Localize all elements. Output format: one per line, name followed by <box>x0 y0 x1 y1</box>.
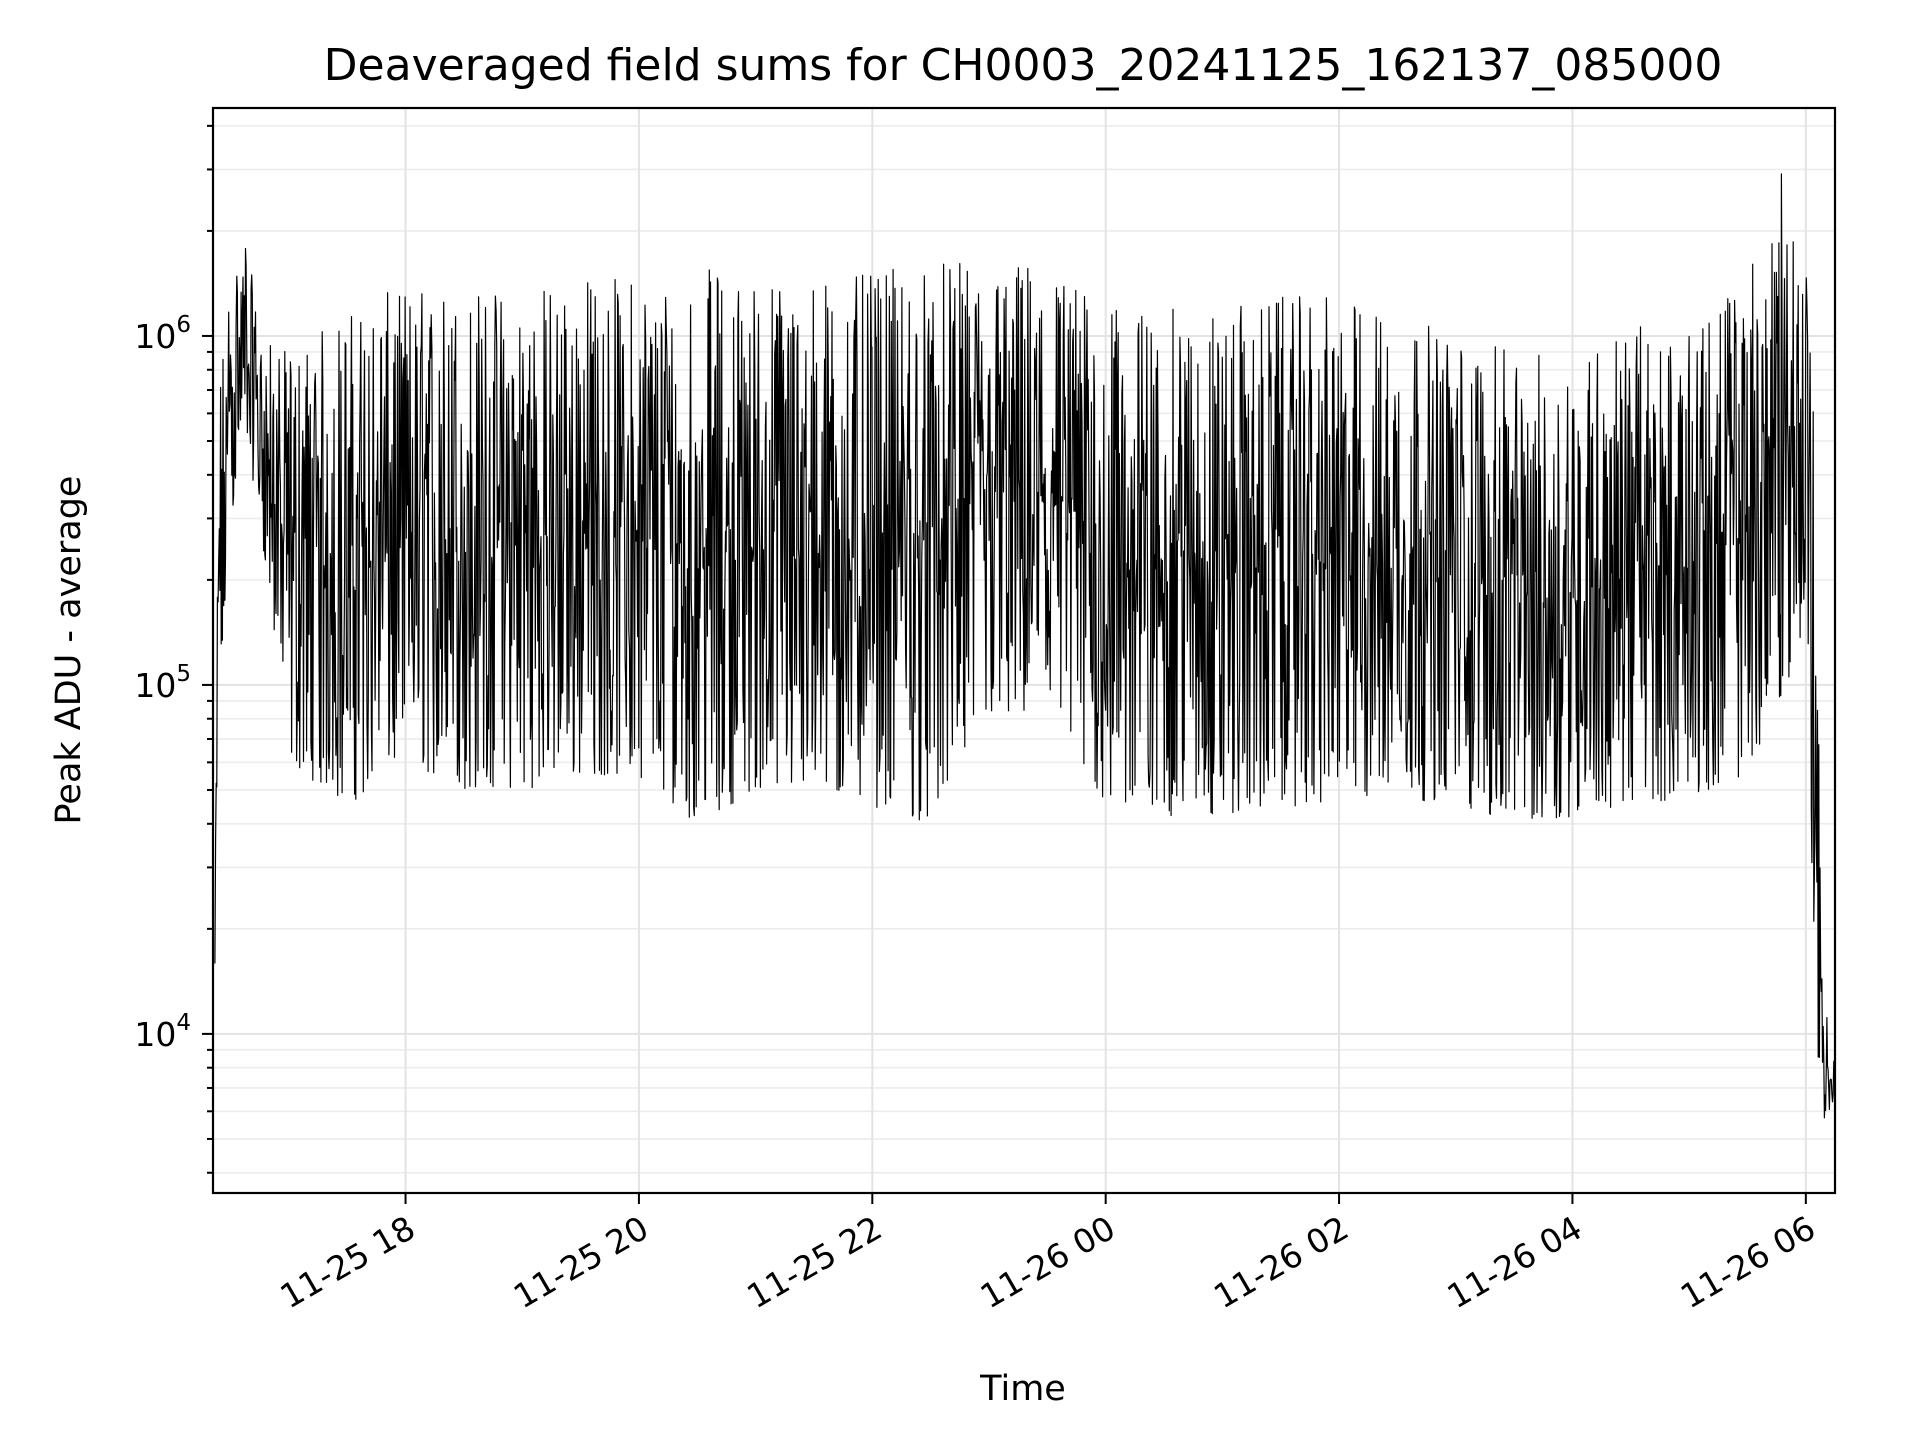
y-axis: 104 105 106 <box>134 124 213 1174</box>
series-line <box>214 173 1836 1119</box>
y-axis-label: Peak ADU - average <box>49 476 89 825</box>
y-tick-label: 106 <box>134 312 191 356</box>
y-tick-label: 104 <box>134 1010 191 1054</box>
y-tick-label: 105 <box>134 661 191 705</box>
chart-title: Deaveraged field sums for CH0003_2024112… <box>324 40 1723 91</box>
grid <box>213 108 1835 1193</box>
x-axis-label: Time <box>979 1369 1066 1409</box>
data-series <box>214 173 1836 1119</box>
plot-frame <box>211 106 1837 1195</box>
